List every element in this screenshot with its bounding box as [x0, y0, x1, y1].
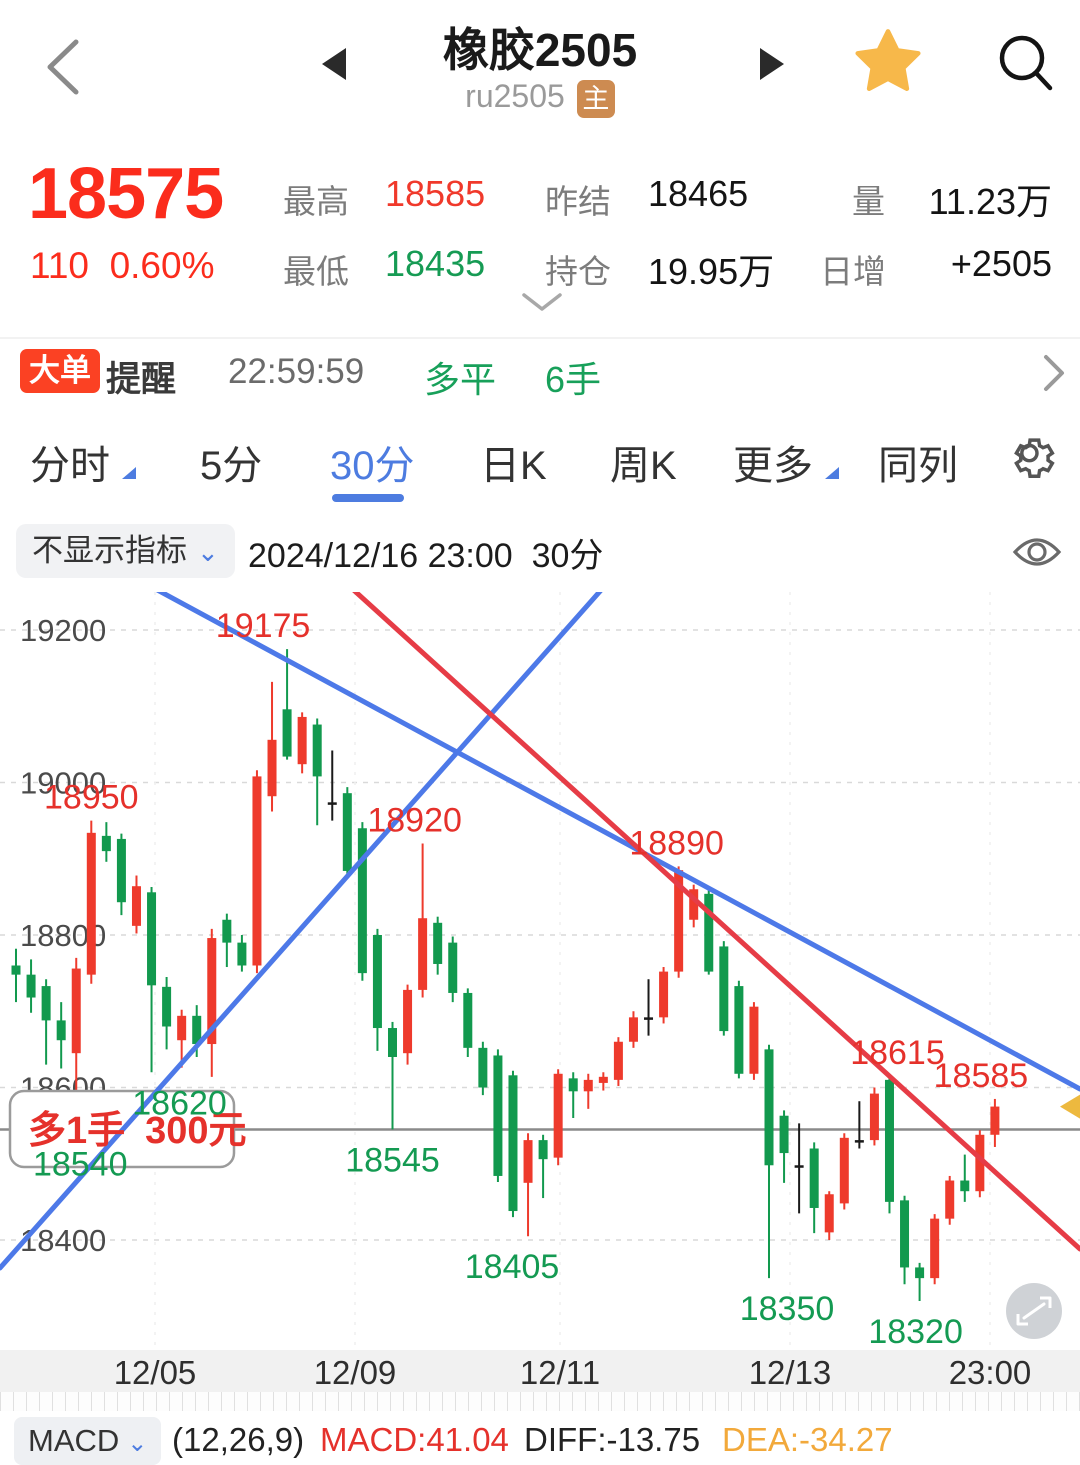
x-tick-2: 12/09 — [313, 1354, 397, 1391]
quote-panel: 18575 110 0.60% 最高 18585 昨结 18465 量 11.2… — [0, 133, 1080, 332]
contract-subtitle: ru2505 主 — [0, 78, 1080, 118]
change-percent: 0.60% — [109, 245, 215, 286]
x-tick-4: 12/13 — [748, 1354, 832, 1391]
tab-tonglie[interactable]: 同列 — [878, 444, 958, 488]
indicator-panel-header: MACD ⌄ (12,26,9) MACD:41.04 DIFF:-13.75 D… — [0, 1411, 1080, 1465]
big-order-badge: 大单 — [20, 349, 100, 393]
chart-datetime: 2024/12/16 23:00 30分 — [248, 528, 603, 577]
open-interest-value: 19.95万 — [648, 251, 775, 292]
favorite-star-icon[interactable] — [852, 26, 924, 98]
datetime-value: 2024/12/16 23:00 — [248, 537, 513, 575]
contract-code: ru2505 — [465, 78, 565, 114]
macd-value: MACD:41.04 — [320, 1421, 509, 1458]
low-value: 18435 — [385, 243, 486, 284]
oi-change-value: +2505 — [950, 243, 1052, 284]
indicator-selector[interactable]: 不显示指标 ⌄ — [16, 524, 235, 578]
position-badge[interactable]: 多1手 300元 — [28, 1110, 247, 1152]
volume-label: 量 — [852, 183, 885, 220]
alert-action: 多平 — [424, 359, 497, 400]
current-price-marker-icon — [1060, 1094, 1080, 1119]
x-tick-1: 12/05 — [113, 1354, 197, 1391]
tab-5min[interactable]: 5分 — [200, 444, 263, 488]
price-annotation: 18405 — [465, 1248, 560, 1286]
chevron-down-icon: ⌄ — [127, 1430, 148, 1457]
chevron-down-icon: ⌄ — [197, 537, 219, 567]
selected-tab-underline — [332, 494, 404, 502]
price-annotation: 19175 — [216, 607, 311, 645]
high-value: 18585 — [385, 173, 486, 214]
fenshi-dropdown-triangle-icon — [122, 467, 136, 479]
price-annotation: 18585 — [934, 1057, 1029, 1095]
price-annotation: 18540 — [33, 1145, 128, 1183]
price-annotation: 18320 — [868, 1313, 963, 1351]
price-change: 110 0.60% — [30, 245, 214, 287]
macd-selector-label: MACD — [28, 1423, 120, 1458]
main-contract-badge: 主 — [576, 79, 615, 118]
price-annotation: 18950 — [44, 779, 139, 817]
period-value: 30分 — [531, 537, 604, 575]
chart-toolbar: 不显示指标 ⌄ 2024/12/16 23:00 30分 — [0, 512, 1080, 592]
high-label: 最高 — [283, 183, 349, 220]
back-icon[interactable] — [44, 38, 84, 96]
x-axis-band: 12/05 12/09 12/11 12/13 23:00 — [0, 1350, 1080, 1392]
tab-daily[interactable]: 日K — [480, 444, 547, 488]
price-annotation: 18545 — [345, 1141, 440, 1179]
macd-params: (12,26,9) — [172, 1421, 305, 1458]
tab-fenshi[interactable]: 分时 — [30, 444, 110, 488]
y-axis-label: 19000 — [20, 766, 106, 801]
header: 橡胶2505 ru2505 主 — [0, 0, 1080, 135]
price-annotation: 18350 — [740, 1290, 835, 1328]
candlestick-chart[interactable]: 19200 19000 18800 18600 18400 多1手 300元 18540 189… — [0, 577, 1080, 1357]
y-axis-label: 19200 — [20, 613, 106, 648]
chevron-right-icon — [1044, 355, 1064, 391]
dea-value: DEA:-34.27 — [722, 1421, 893, 1458]
x-tick-5: 23:00 — [948, 1354, 1032, 1391]
time-ruler-strip[interactable] — [0, 1392, 1080, 1411]
prev-settle-label: 昨结 — [545, 183, 611, 220]
expand-chart-button[interactable] — [1006, 1283, 1062, 1339]
low-label: 最低 — [283, 253, 349, 290]
price-annotation: 18620 — [132, 1084, 227, 1122]
last-price: 18575 — [28, 154, 224, 234]
next-contract-icon[interactable] — [760, 48, 784, 80]
change-value: 110 — [30, 245, 89, 286]
diff-value: DIFF:-13.75 — [524, 1421, 701, 1458]
search-icon[interactable] — [996, 32, 1056, 94]
price-annotation: 18615 — [850, 1034, 945, 1072]
open-interest-label: 持仓 — [545, 253, 611, 290]
timeframe-tab-bar: 分时 5分 30分 日K 周K 更多 同列 — [0, 403, 1080, 514]
prev-contract-icon[interactable] — [322, 48, 346, 80]
price-annotation: 18920 — [367, 802, 462, 840]
eye-icon[interactable] — [1012, 534, 1062, 570]
volume-value: 11.23万 — [928, 181, 1052, 222]
oi-change-label: 日增 — [820, 253, 886, 290]
gear-icon[interactable] — [1006, 431, 1058, 483]
big-order-alert-bar[interactable]: 大单 提醒 22:59:59 多平 6手 — [0, 337, 1080, 407]
indicator-selector-label: 不显示指标 — [32, 533, 187, 568]
page-title: 橡胶2505 — [442, 24, 638, 76]
more-dropdown-triangle-icon — [825, 467, 839, 479]
price-annotation: 18890 — [629, 824, 724, 862]
prev-settle-value: 18465 — [648, 173, 749, 214]
tab-30min[interactable]: 30分 — [330, 444, 415, 488]
tab-more[interactable]: 更多 — [733, 444, 813, 488]
collapse-chevron-icon[interactable] — [520, 291, 564, 313]
alert-time: 22:59:59 — [228, 352, 365, 391]
alert-lots: 6手 — [545, 359, 602, 400]
tab-weekly[interactable]: 周K — [610, 444, 677, 488]
x-tick-3: 12/11 — [519, 1354, 601, 1391]
alert-badge-suffix: 提醒 — [106, 360, 177, 399]
macd-selector[interactable]: MACD ⌄ — [14, 1417, 162, 1465]
